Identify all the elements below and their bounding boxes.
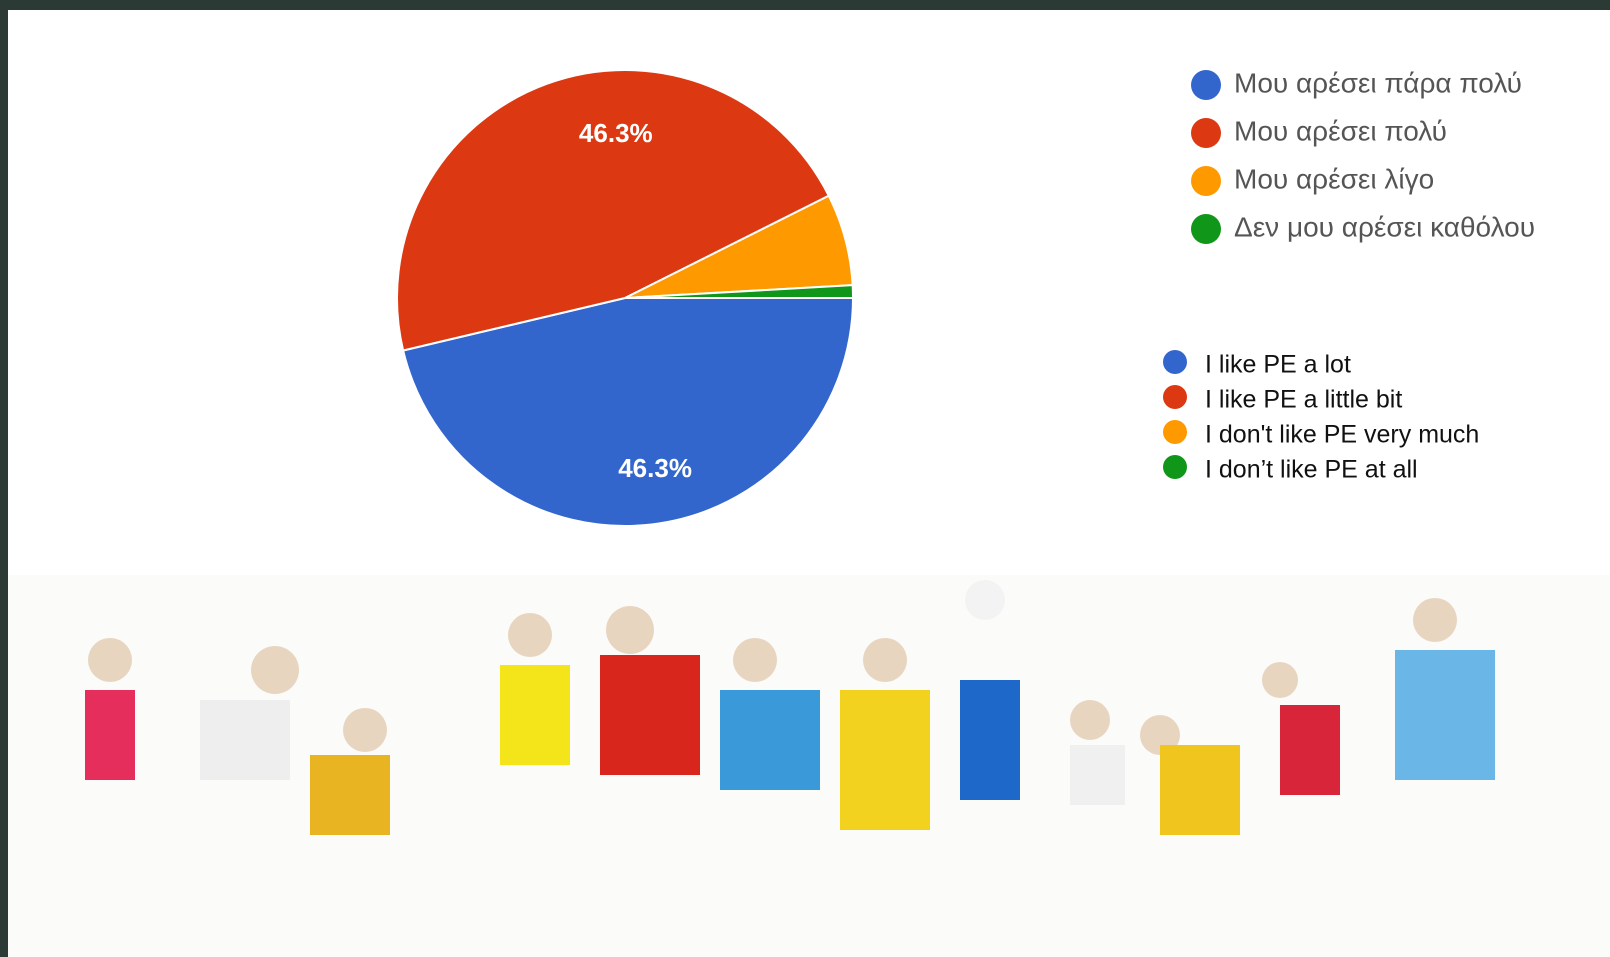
legend-label: Μου αρέσει λίγο xyxy=(1234,163,1434,194)
legend: Μου αρέσει πάρα πολύ Μου αρέσει πολύ Μου α… xyxy=(1191,67,1535,244)
legend-label: Δεν μου αρέσει καθόλου xyxy=(1234,211,1535,242)
data-label: 46.3% xyxy=(579,118,653,148)
photo-strip xyxy=(8,575,1610,957)
legend-label: I don’t like PE at all xyxy=(1205,456,1418,484)
legend-label: Μου αρέσει πάρα πολύ xyxy=(1234,67,1522,98)
legend-marker xyxy=(1191,166,1221,196)
legend-marker xyxy=(1163,350,1187,374)
legend-marker xyxy=(1191,118,1221,148)
pie: 46.3% 46.3% xyxy=(396,69,855,527)
legend-marker xyxy=(1163,455,1187,479)
legend-marker xyxy=(1163,420,1187,444)
pie-slice xyxy=(401,297,855,527)
legend-marker xyxy=(1191,70,1221,100)
legend-marker xyxy=(1191,214,1221,244)
legend-label: Μου αρέσει πολύ xyxy=(1234,115,1447,146)
data-label: 46.3% xyxy=(618,453,692,483)
pie-slice xyxy=(624,284,855,299)
translation-legend: I like PE a lot I like PE a little bit I d… xyxy=(1163,350,1479,484)
legend-label: I don't like PE very much xyxy=(1205,421,1479,449)
figures xyxy=(85,580,1495,835)
legend-label: I like PE a little bit xyxy=(1205,386,1402,414)
legend-label: I like PE a lot xyxy=(1205,351,1351,379)
pie-slice xyxy=(396,69,831,352)
legend-marker xyxy=(1163,385,1187,409)
